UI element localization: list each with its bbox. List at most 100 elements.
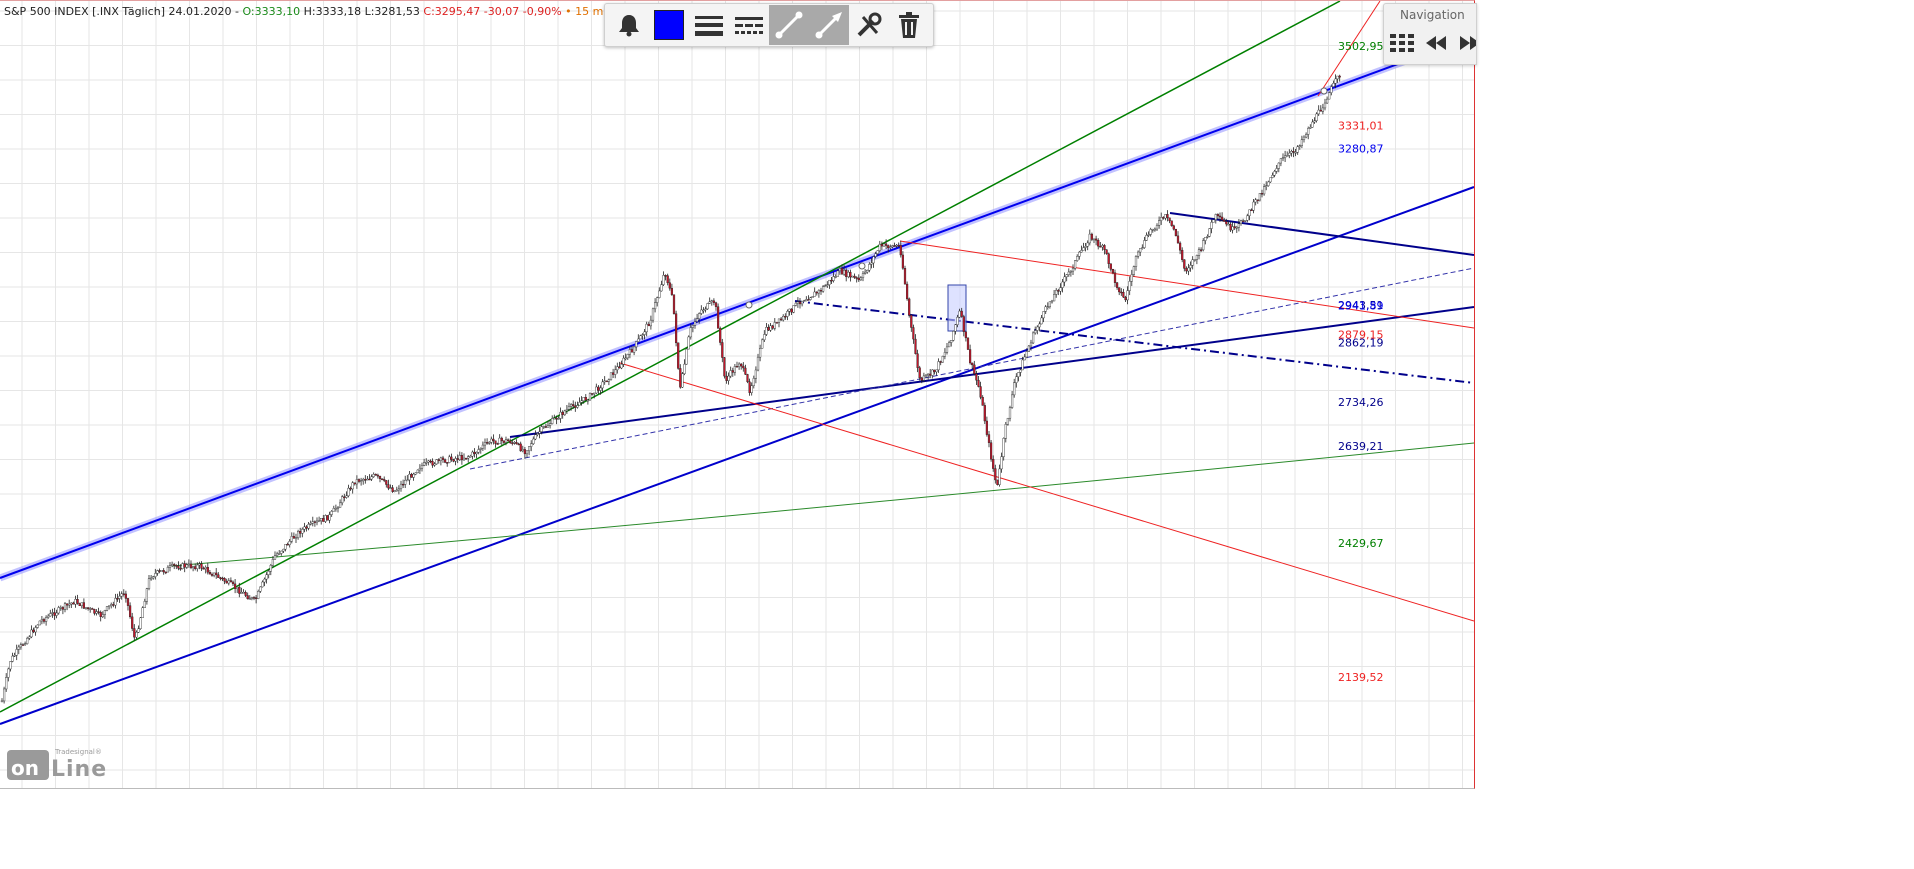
candle-body (187, 563, 190, 566)
candle-body (105, 606, 109, 611)
candle-body (227, 580, 230, 584)
candle-body (540, 426, 543, 432)
candle-body (708, 301, 711, 304)
candle-body (962, 316, 965, 332)
candle-body (219, 577, 222, 579)
trash-icon (899, 12, 919, 38)
candle-body (1168, 217, 1171, 222)
candle-body (492, 438, 495, 442)
candle-body (971, 362, 974, 366)
candle-body (983, 405, 986, 422)
candle-body (887, 245, 890, 248)
price-label: 2943,51 (1338, 299, 1384, 312)
candle-body (454, 458, 457, 462)
candle-body (1319, 109, 1322, 112)
candle-body (217, 574, 220, 578)
candle-body (147, 578, 151, 589)
ray-tool-button[interactable] (809, 5, 849, 45)
candle-body (1311, 121, 1314, 128)
properties-button[interactable] (849, 5, 889, 45)
candle-body (1292, 151, 1295, 153)
candle-body (1181, 249, 1184, 260)
candle-body (59, 607, 62, 609)
candle-body (339, 502, 342, 508)
candle-body (170, 564, 174, 566)
candle-body (536, 433, 539, 435)
line-width-button[interactable] (689, 5, 729, 45)
candle-body (874, 253, 877, 257)
candle-body (1015, 376, 1018, 383)
delete-button[interactable] (889, 5, 929, 45)
candle-body (1223, 219, 1226, 222)
candle-body (985, 420, 988, 435)
candle-body (763, 334, 766, 341)
candle-body (93, 608, 96, 614)
candle-body (68, 603, 71, 606)
candle-body (439, 457, 442, 461)
low-value: L:3281,53 (364, 5, 420, 18)
candle-body (618, 366, 621, 369)
candle-body (817, 289, 820, 294)
candle-body (857, 277, 860, 281)
candle-body (343, 496, 346, 498)
candle-body (1309, 127, 1312, 129)
candle-body (769, 325, 772, 331)
candle-body (259, 586, 262, 592)
candle-body (1040, 317, 1043, 325)
candle-body (215, 572, 218, 576)
candle-body (1034, 330, 1037, 334)
color-button[interactable] (649, 5, 689, 45)
candle-body (654, 302, 657, 310)
candle-body (250, 597, 253, 599)
candle-body (691, 325, 694, 328)
candle-body (752, 378, 755, 386)
candle-body (885, 243, 888, 246)
candle-body (11, 655, 14, 662)
candle-body (1185, 268, 1188, 272)
candle-body (960, 310, 963, 317)
candle-body (1067, 271, 1070, 275)
candle-body (349, 487, 352, 490)
candle-body (1025, 351, 1028, 358)
candle-body (899, 245, 902, 256)
candle-body (882, 243, 886, 247)
candle-body (717, 306, 720, 329)
candle-body (368, 478, 371, 481)
grid-icon[interactable] (1390, 34, 1414, 52)
candle-body (1250, 209, 1253, 212)
candle-body (891, 245, 894, 248)
candle-body (868, 264, 871, 271)
candle-body (1330, 86, 1333, 93)
candle-body (76, 599, 79, 604)
candle-body (987, 434, 991, 443)
candle-body (513, 442, 516, 444)
candle-body (897, 245, 900, 247)
candle-body (656, 297, 659, 303)
candle-body (1315, 113, 1318, 121)
candle-body (1206, 236, 1209, 238)
candle-body (252, 597, 256, 599)
candle-body (1237, 223, 1240, 228)
fast-forward-icon[interactable] (1458, 34, 1477, 52)
candle-body (534, 434, 537, 440)
candle-body (410, 473, 413, 478)
candle-body (374, 474, 377, 476)
candle-body (633, 346, 636, 353)
candle-body (441, 457, 445, 460)
candle-body (141, 607, 144, 618)
candle-body (952, 331, 955, 341)
candle-body (1084, 246, 1087, 248)
candle-body (1334, 78, 1337, 84)
candle-body (9, 661, 12, 670)
candle-body (427, 460, 430, 463)
candle-body (431, 460, 434, 466)
rewind-icon[interactable] (1424, 34, 1448, 52)
candle-body (276, 553, 279, 556)
chart-area[interactable]: 3502,95 3331,01 3280,87 2943,51 2941,89 2879,… (0, 0, 1475, 789)
line-style-button[interactable] (729, 5, 769, 45)
candle-body (893, 245, 896, 247)
alert-button[interactable] (609, 5, 649, 45)
trendline-tool-button[interactable] (769, 5, 809, 45)
candle-body (391, 487, 394, 492)
